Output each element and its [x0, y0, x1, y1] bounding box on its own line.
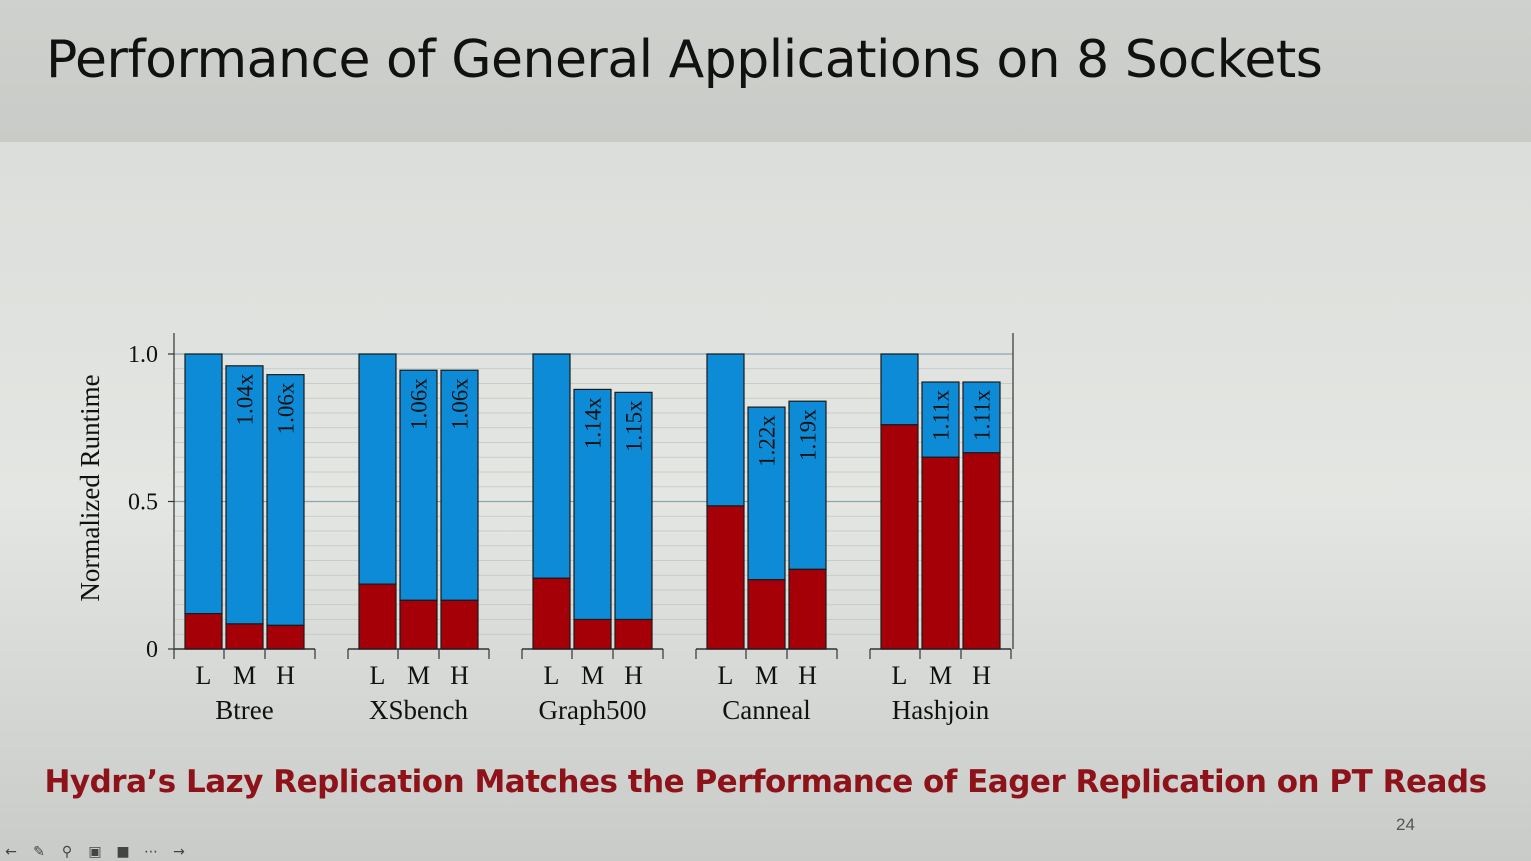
bar-segment-top: [706, 353, 745, 507]
bar-category-label: H: [798, 661, 817, 690]
bar-category-label: H: [972, 661, 991, 690]
speedup-label: 1.14x: [581, 397, 606, 449]
speedup-label: 1.15x: [622, 400, 647, 452]
bar-segment-top: [358, 353, 397, 585]
speedup-label: 1.22x: [755, 415, 780, 467]
bar-segment-bottom: [266, 624, 305, 650]
bar-segment-bottom: [225, 623, 264, 650]
bar-segment-bottom: [184, 612, 223, 650]
bar-segment-bottom: [880, 424, 919, 650]
bar-segment-top: [921, 381, 960, 458]
y-tick-label: 0.5: [128, 490, 158, 516]
slide-tagline: Hydra’s Lazy Replication Matches the Per…: [44, 764, 1487, 800]
captions-icon[interactable]: ▣: [88, 843, 102, 860]
speedup-label: 1.06x: [407, 378, 432, 430]
speedup-label: 1.06x: [448, 378, 473, 430]
bar-category-label: M: [581, 661, 604, 690]
speedup-label: 1.11x: [929, 390, 954, 441]
back-arrow-icon[interactable]: ←: [5, 843, 17, 860]
pen-icon[interactable]: ✎: [33, 843, 45, 860]
bar-category-label: M: [755, 661, 778, 690]
bar-category-label: L: [718, 661, 734, 690]
forward-arrow-icon[interactable]: →: [173, 843, 185, 860]
bar-segment-top: [880, 353, 919, 426]
bar-segment-bottom: [706, 505, 745, 650]
bar-category-label: L: [892, 661, 908, 690]
bar-segment-top: [788, 400, 827, 570]
bar-category-label: L: [196, 661, 212, 690]
group-label: XSbench: [369, 695, 468, 725]
bar-category-label: L: [544, 661, 560, 690]
bar-segment-top: [225, 365, 264, 625]
bar-segment-top: [573, 388, 612, 621]
speedup-label: 1.19x: [796, 409, 821, 461]
bar-category-label: M: [233, 661, 256, 690]
bar-segment-bottom: [962, 452, 1001, 650]
bar-segment-bottom: [573, 618, 612, 650]
more-icon[interactable]: ⋯: [144, 843, 158, 860]
group-label: Hashjoin: [892, 695, 990, 725]
speedup-label: 1.11x: [970, 390, 995, 441]
bar-segment-top: [747, 406, 786, 581]
group-label: Btree: [215, 695, 273, 725]
bar-category-label: M: [407, 661, 430, 690]
bar-segment-bottom: [358, 583, 397, 650]
bar-category-label: H: [624, 661, 643, 690]
group-label: Graph500: [539, 695, 647, 725]
y-tick-label: 1.0: [128, 342, 158, 368]
speedup-label: 1.06x: [274, 382, 299, 434]
bar-segment-top: [614, 391, 653, 621]
bar-segment-top: [266, 374, 305, 626]
bar-segment-bottom: [399, 599, 438, 650]
presentation-toolbar: ← ✎ ⚲ ▣ ■ ⋯ →: [0, 842, 190, 861]
page-number: 24: [1396, 815, 1415, 834]
bar-segment-bottom: [747, 579, 786, 650]
bar-segment-bottom: [440, 599, 479, 650]
bar-segment-top: [962, 381, 1001, 454]
speedup-label: 1.04x: [233, 373, 258, 425]
bar-segment-top: [399, 369, 438, 601]
bar-segment-bottom: [532, 577, 571, 650]
group-label: Canneal: [722, 695, 810, 725]
bar-segment-top: [532, 353, 571, 579]
bar-segment-top: [184, 353, 223, 615]
bar-category-label: M: [929, 661, 952, 690]
camera-icon[interactable]: ■: [116, 843, 130, 860]
zoom-icon[interactable]: ⚲: [61, 843, 73, 860]
bar-category-label: H: [276, 661, 295, 690]
y-tick-label: 0: [146, 637, 158, 663]
bar-segment-bottom: [921, 456, 960, 650]
bar-category-label: L: [370, 661, 386, 690]
bar-segment-bottom: [614, 618, 653, 650]
bar-category-label: H: [450, 661, 469, 690]
y-axis-label: Normalized Runtime: [75, 374, 105, 601]
bar-segment-top: [440, 369, 479, 601]
slide-title: Performance of General Applications on 8…: [46, 30, 1323, 90]
bar-segment-bottom: [788, 568, 827, 650]
title-band: [0, 0, 1531, 142]
